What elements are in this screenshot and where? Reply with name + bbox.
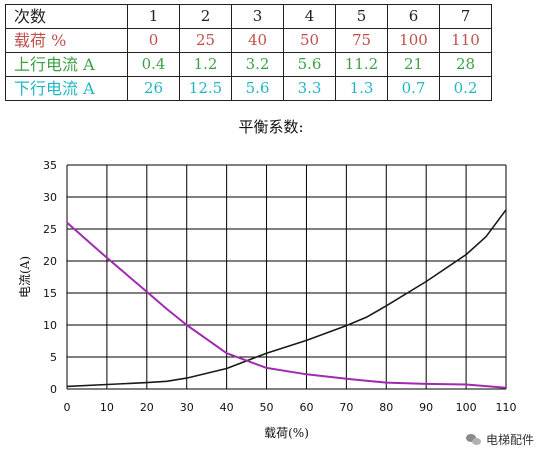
series-line-down-current: [66, 221, 507, 389]
table-cell: 0.2: [439, 76, 492, 101]
table-cell: 1: [127, 4, 180, 29]
table-cell: 6: [387, 4, 440, 29]
table-cell: 110: [439, 28, 492, 53]
x-tick-label: 30: [180, 401, 194, 414]
table-cell: 0.7: [387, 76, 440, 101]
table-cell: 21: [387, 52, 440, 77]
y-axis-label: 电流(A): [18, 256, 32, 298]
table-cell: 1.3: [335, 76, 388, 101]
x-tick-label: 60: [299, 401, 313, 414]
table-cell: 75: [335, 28, 388, 53]
row-label-up-current: 上行电流 A: [5, 52, 128, 77]
table-cell: 3.2: [231, 52, 284, 77]
table-cell: 40: [231, 28, 284, 53]
table-cell: 50: [283, 28, 336, 53]
table-cell: 5.6: [231, 76, 284, 101]
wechat-icon: [465, 433, 482, 446]
table-cell: 26: [127, 76, 180, 101]
table-cell: 0.4: [127, 52, 180, 77]
x-tick-label: 10: [100, 401, 114, 414]
table-cell: 11.2: [335, 52, 388, 77]
table-row-count: 次数 1 2 3 4 5 6 7: [5, 4, 492, 29]
table-cell: 0: [127, 28, 180, 53]
y-tick-label: 0: [50, 383, 57, 396]
row-label-down-current: 下行电流 A: [5, 76, 128, 101]
row-label-count: 次数: [5, 4, 128, 29]
table-cell: 1.2: [179, 52, 232, 77]
table-cell: 100: [387, 28, 440, 53]
series-line-up-current: [66, 209, 507, 388]
x-tick-label: 70: [339, 401, 353, 414]
table-cell: 25: [179, 28, 232, 53]
x-tick-label: 20: [140, 401, 154, 414]
table-cell: 28: [439, 52, 492, 77]
table-row-down-current: 下行电流 A 26 12.5 5.6 3.3 1.3 0.7 0.2: [5, 76, 492, 101]
x-tick-label: 110: [496, 401, 517, 414]
x-tick-label: 0: [64, 401, 71, 414]
table-cell: 12.5: [179, 76, 232, 101]
x-tick-label: 100: [456, 401, 477, 414]
y-tick-label: 15: [43, 287, 57, 300]
x-tick-label: 90: [419, 401, 433, 414]
row-label-load: 载荷 %: [5, 28, 128, 53]
current-load-chart: 0 10 20 30 40 50 60 70 80 90 100 110 0 5 10 15 20 25 30 35 载…: [18, 159, 517, 440]
table-cell: 3.3: [283, 76, 336, 101]
data-table: 次数 1 2 3 4 5 6 7 载荷 % 0 25 40 50 75 100 …: [5, 4, 492, 101]
chart-title: 平衡系数:: [238, 118, 304, 136]
x-axis-label: 载荷(%): [264, 426, 309, 440]
watermark-text: 电梯配件: [485, 433, 534, 447]
y-tick-label: 35: [43, 159, 57, 172]
table-cell: 2: [179, 4, 232, 29]
x-tick-label: 50: [260, 401, 274, 414]
y-tick-label: 20: [43, 255, 57, 268]
y-tick-label: 25: [43, 223, 57, 236]
table-cell: 3: [231, 4, 284, 29]
table-cell: 5.6: [283, 52, 336, 77]
x-tick-label: 40: [220, 401, 234, 414]
table-row-up-current: 上行电流 A 0.4 1.2 3.2 5.6 11.2 21 28: [5, 52, 492, 77]
y-tick-label: 30: [43, 191, 57, 204]
table-row-load: 载荷 % 0 25 40 50 75 100 110: [5, 28, 492, 53]
table-cell: 4: [283, 4, 336, 29]
watermark: 电梯配件: [465, 431, 534, 448]
x-tick-label: 80: [379, 401, 393, 414]
y-tick-label: 5: [50, 351, 57, 364]
table-cell: 5: [335, 4, 388, 29]
table-cell: 7: [439, 4, 492, 29]
y-tick-label: 10: [43, 319, 57, 332]
